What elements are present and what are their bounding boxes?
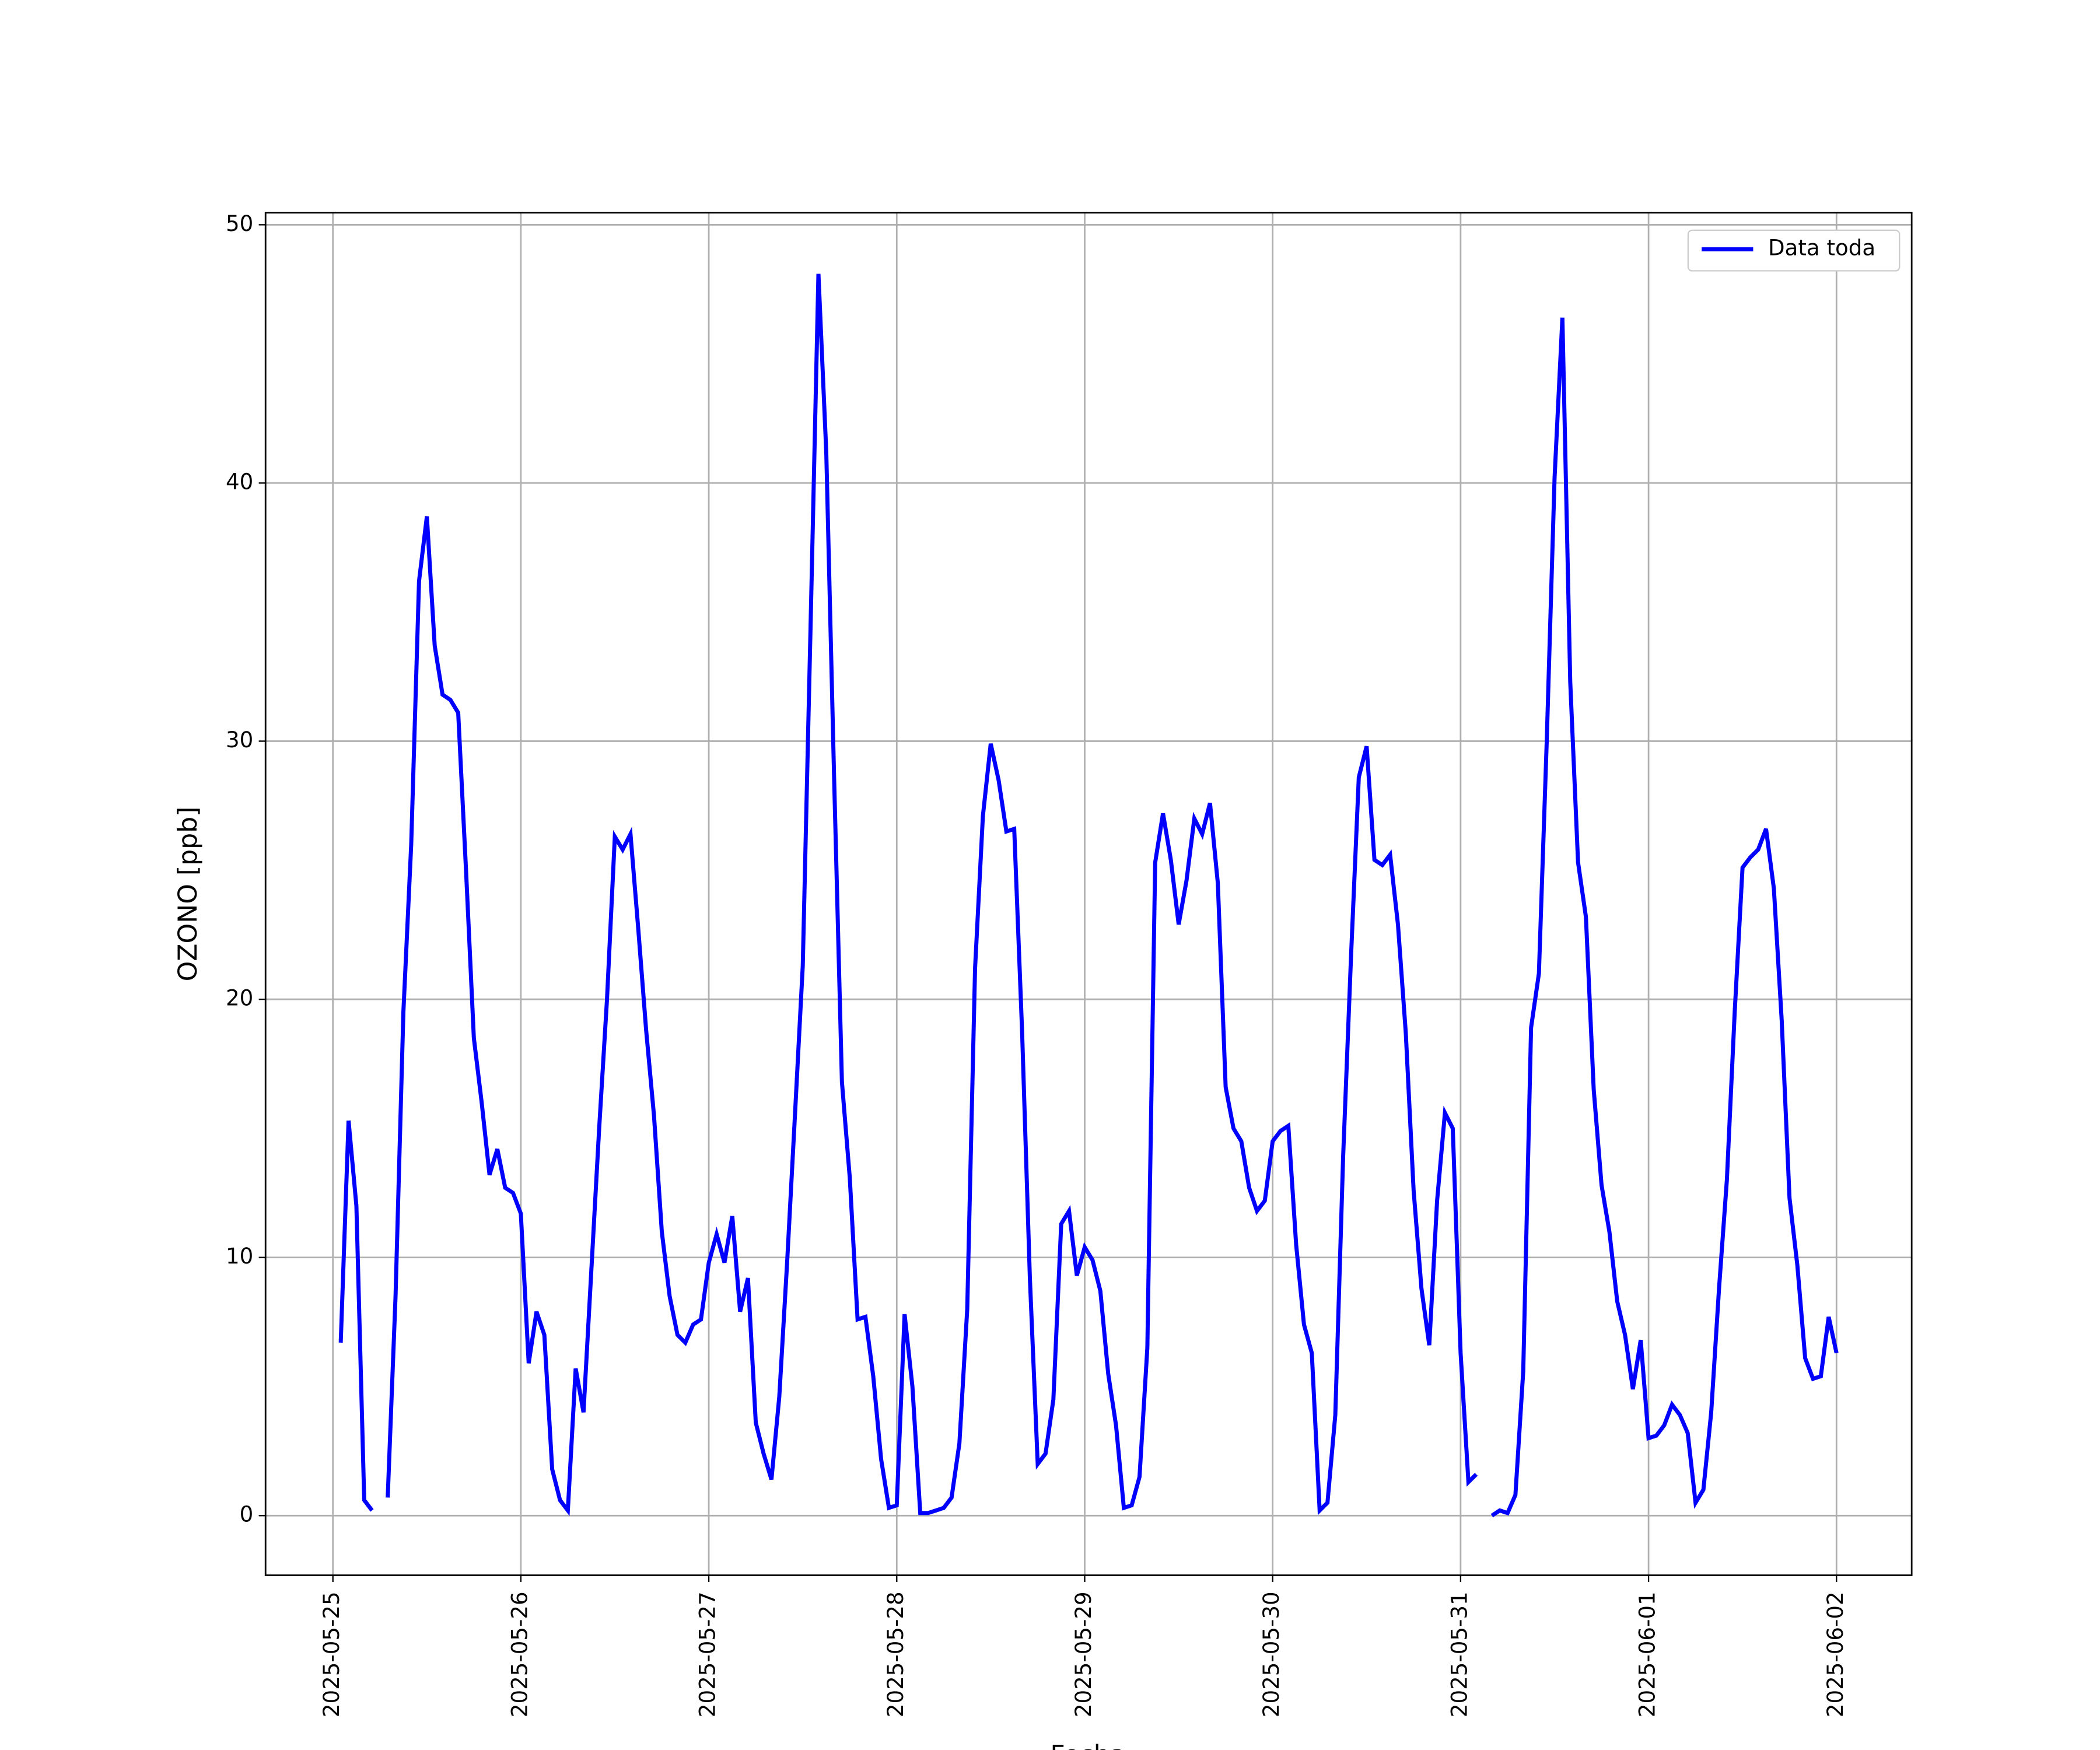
x-tick-label: 2025-05-29: [1071, 1591, 1096, 1717]
x-tick-label: 2025-05-31: [1447, 1591, 1472, 1717]
x-axis-label: Fecha: [1050, 1741, 1125, 1750]
x-tick-label: 2025-06-01: [1635, 1591, 1660, 1717]
x-tick-label: 2025-05-28: [883, 1591, 908, 1717]
plot-frame: [264, 212, 1913, 1576]
legend-label: Data toda: [1768, 236, 1875, 261]
y-tick-label: 30: [226, 727, 253, 752]
x-tick-label: 2025-06-02: [1823, 1591, 1848, 1717]
x-tick-label: 2025-05-25: [319, 1591, 344, 1717]
x-tick-label: 2025-05-26: [507, 1591, 532, 1717]
y-axis-label: OZONO [ppb]: [173, 807, 203, 982]
y-tick-label: 20: [226, 986, 253, 1011]
y-tick-label: 0: [240, 1502, 254, 1527]
y-tick-label: 50: [226, 211, 253, 236]
legend-box: [1687, 229, 1901, 272]
legend: Data toda: [1687, 229, 1901, 272]
x-tick-label: 2025-05-30: [1259, 1591, 1284, 1717]
data-line: [338, 274, 1839, 1518]
y-tick-label: 10: [226, 1244, 253, 1269]
x-tick-label: 2025-05-27: [695, 1591, 720, 1717]
y-tick-label: 40: [226, 469, 253, 494]
